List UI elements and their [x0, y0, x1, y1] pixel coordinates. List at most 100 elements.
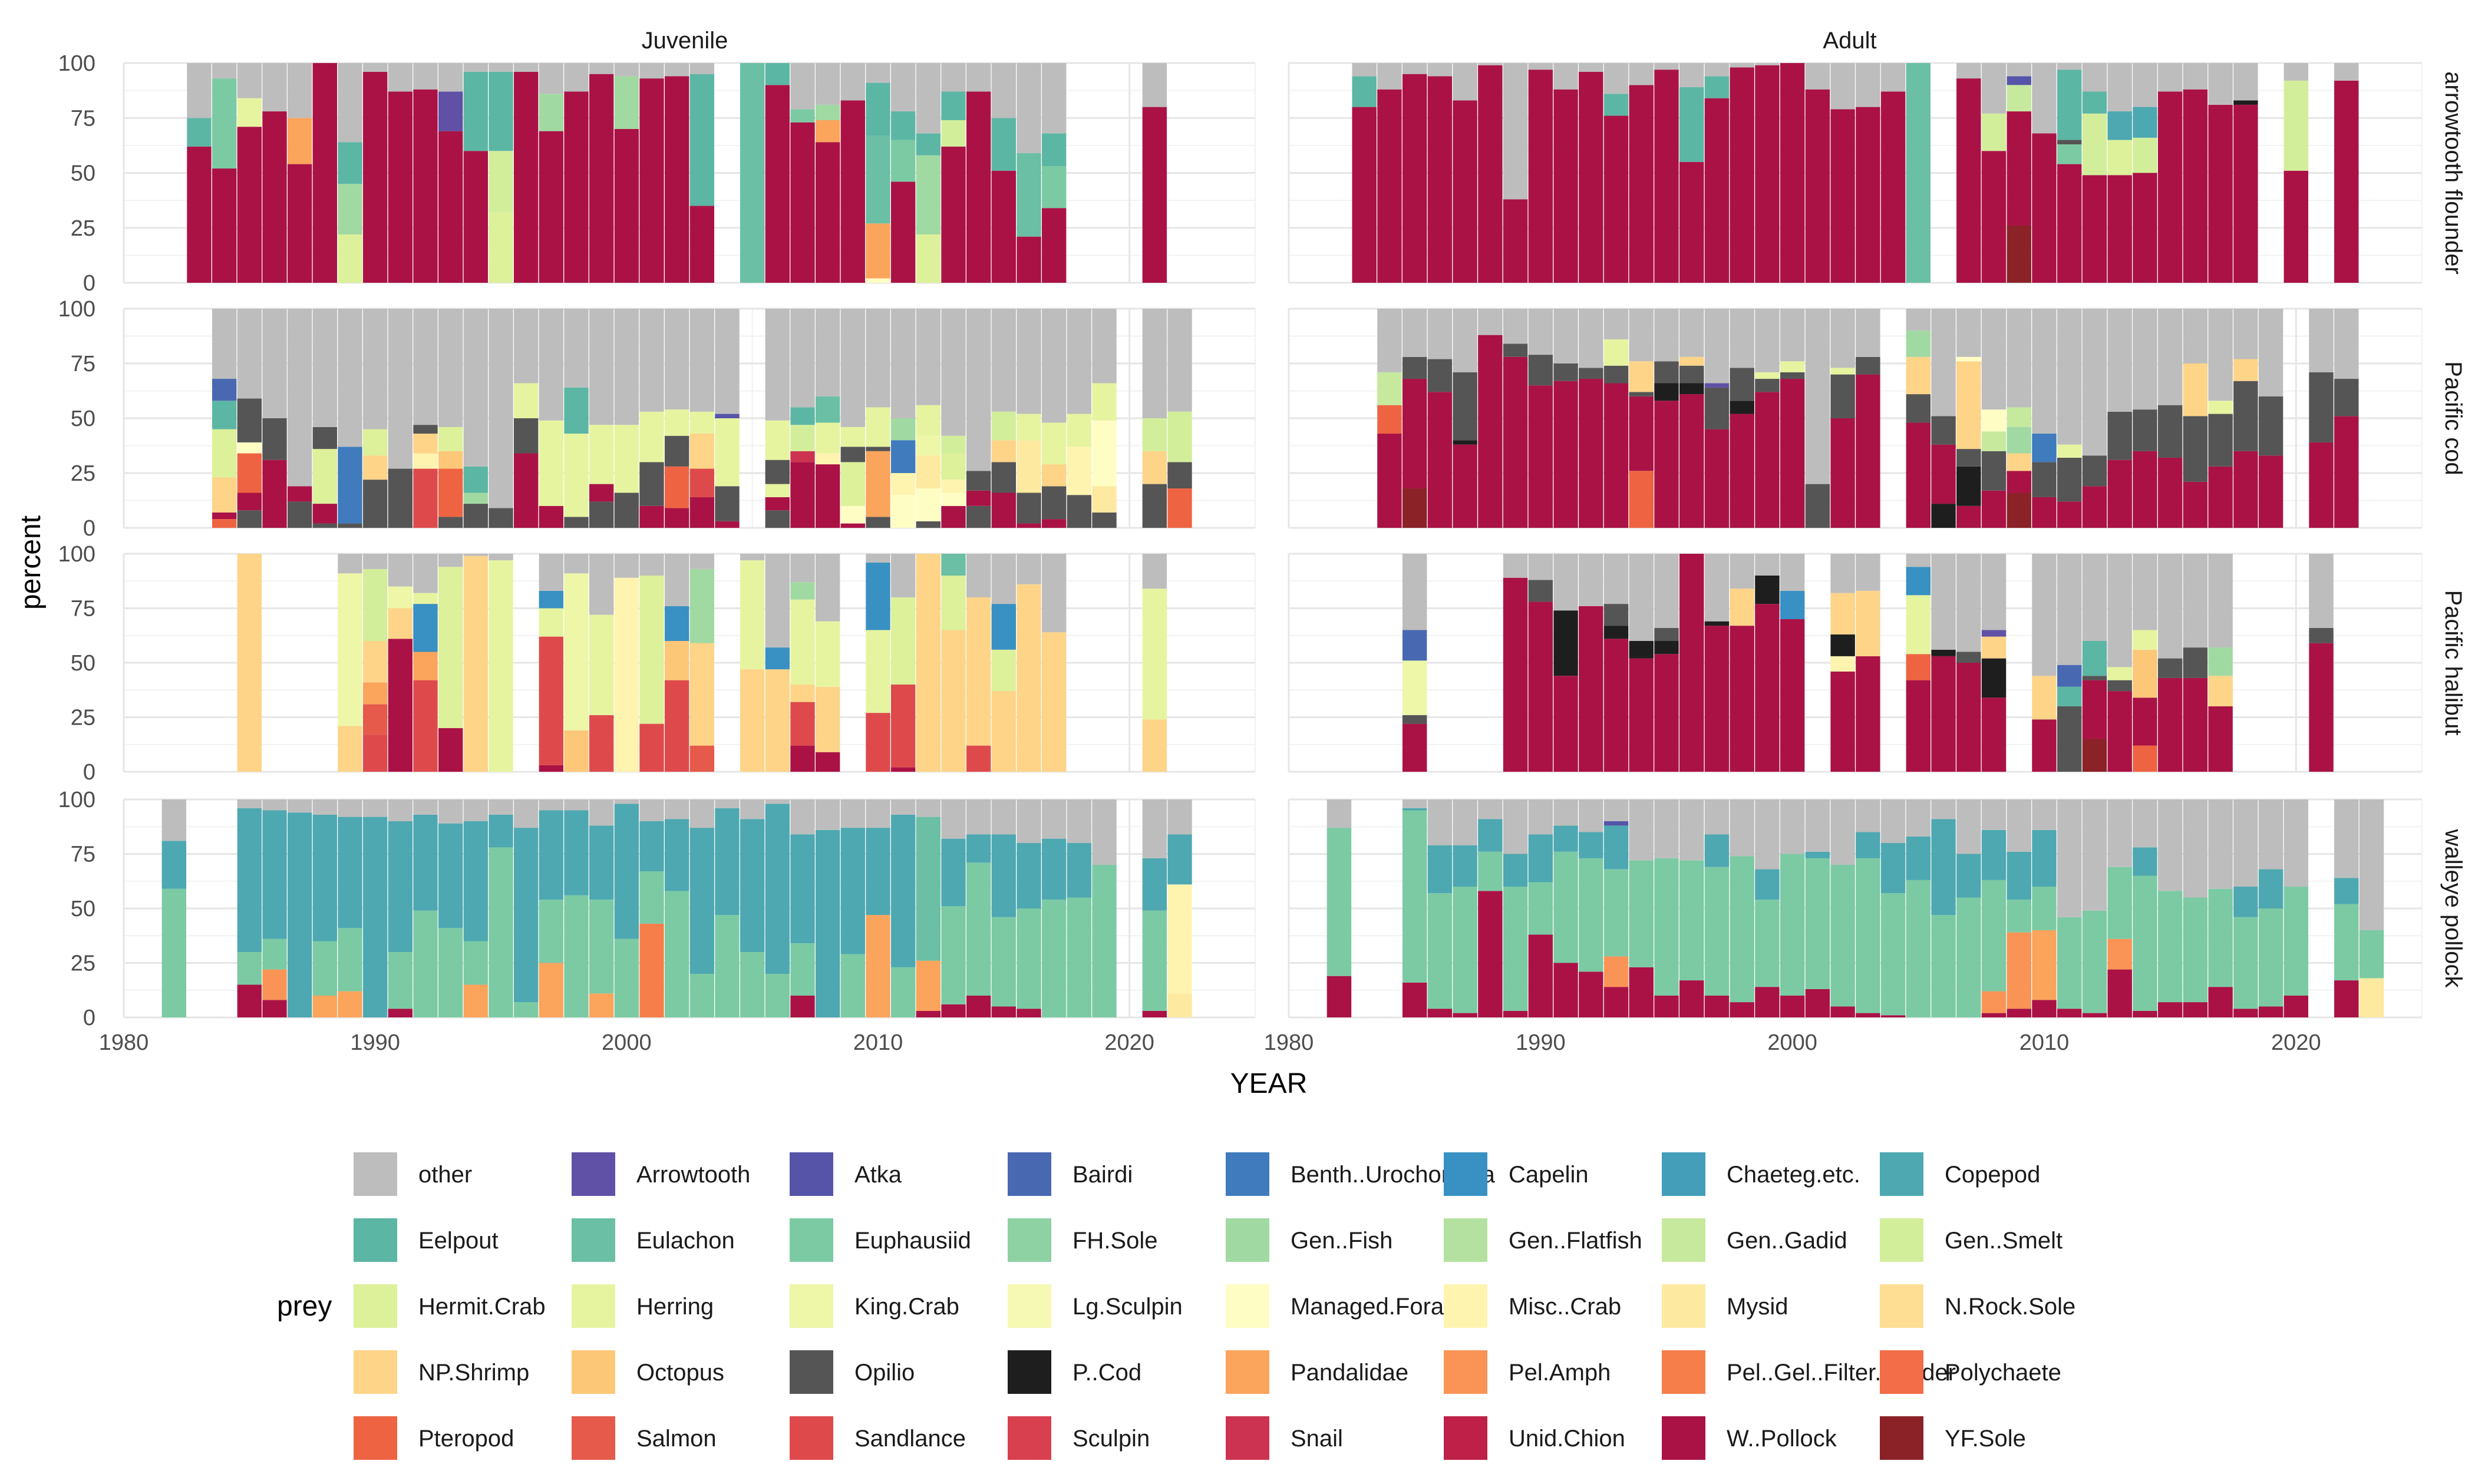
- bar-segment-np-shrimp: [362, 455, 388, 480]
- bar-1982: [161, 799, 187, 1017]
- bar-segment-other: [1830, 554, 1855, 593]
- bar-segment-euphausiid: [1805, 858, 1830, 989]
- bar-segment-other: [689, 309, 715, 412]
- bar-segment-copepod: [1931, 819, 1956, 915]
- bar-segment-opilio: [614, 493, 639, 528]
- bar-segment-mysid: [1092, 486, 1117, 513]
- bar-segment-copepod: [866, 828, 890, 915]
- bar-2010: [866, 63, 890, 283]
- bar-segment-other: [2208, 554, 2233, 648]
- bar-1991: [1553, 309, 1578, 528]
- bar-segment-opilio: [866, 447, 890, 451]
- bar-segment-copepod: [1603, 825, 1629, 870]
- bar-segment-eulachon: [815, 396, 840, 423]
- bar-1990: [1528, 554, 1553, 772]
- bar-segment-copepod: [614, 804, 639, 939]
- bar-segment-w-pollock: [2183, 1002, 2208, 1017]
- bar-segment-w-pollock: [1579, 971, 1603, 1017]
- bar-segment-other: [966, 554, 991, 597]
- bar-segment-eelpout: [689, 74, 715, 206]
- legend-item-capelin: Capelin: [1444, 1152, 1589, 1196]
- bar-segment-other: [413, 554, 438, 593]
- bar-segment-euphausiid: [161, 888, 187, 1017]
- bar-segment-euphausiid: [1755, 900, 1780, 987]
- bar-2018: [1067, 309, 1092, 528]
- bar-segment-other: [815, 63, 840, 105]
- bar-2005: [740, 63, 765, 283]
- bar-2011: [2057, 554, 2082, 772]
- bar-2010: [2032, 309, 2057, 528]
- bar-segment-w-pollock: [2057, 164, 2082, 283]
- bar-1988: [1478, 799, 1503, 1017]
- bar-segment-other: [790, 554, 815, 583]
- bar-2007: [790, 554, 815, 772]
- bar-segment-herring: [866, 630, 890, 713]
- bar-segment-other: [1629, 799, 1654, 861]
- bar-segment-w-pollock: [312, 63, 338, 283]
- bar-segment-euphausiid: [1780, 854, 1805, 996]
- bar-segment-w-pollock: [2283, 996, 2309, 1017]
- bar-segment-opilio: [1956, 652, 1981, 663]
- bar-segment-benth-urochordata: [890, 440, 916, 473]
- bar-segment-np-shrimp: [388, 608, 413, 639]
- bar-segment-other: [2007, 309, 2031, 408]
- bar-segment-euphausiid: [463, 941, 489, 985]
- bar-segment-copepod: [689, 828, 715, 974]
- bar-segment-yf-sole: [2007, 493, 2031, 528]
- bar-segment-copepod: [1755, 869, 1780, 900]
- bar-segment-w-pollock: [1981, 151, 2007, 283]
- bar-segment-pandalidae: [866, 223, 890, 279]
- bar-segment-w-pollock: [1805, 89, 1830, 283]
- bar-segment-w-pollock: [1830, 671, 1855, 772]
- bar-2006: [765, 799, 790, 1017]
- legend-key-eulachon: [572, 1218, 615, 1262]
- bar-2022: [2334, 63, 2359, 283]
- bar-segment-w-pollock: [539, 131, 564, 283]
- legend-key-p-cod: [1008, 1350, 1051, 1394]
- bar-2012: [2082, 63, 2107, 283]
- bar-1995: [489, 63, 513, 283]
- bar-segment-w-pollock: [1830, 418, 1855, 528]
- bar-segment-gen-smelt: [489, 151, 513, 213]
- bar-segment-opilio: [2082, 676, 2107, 680]
- bar-segment-atka: [2007, 76, 2031, 85]
- bar-segment-other: [513, 309, 539, 384]
- bar-segment-herring: [1830, 368, 1855, 375]
- bar-segment-other: [489, 309, 513, 508]
- bar-1999: [589, 554, 614, 772]
- bar-segment-arrowtooth: [1704, 383, 1730, 388]
- bar-segment-euphausiid: [1603, 869, 1629, 957]
- bar-2015: [991, 63, 1017, 283]
- bar-1989: [338, 554, 362, 772]
- bar-2005: [1906, 799, 1931, 1017]
- bar-segment-w-pollock: [2309, 442, 2334, 528]
- bar-segment-w-pollock: [237, 127, 262, 283]
- legend-label-bairdi: Bairdi: [1072, 1162, 1133, 1188]
- panel-arrowtooth-flounder-adult: arrowtooth flounder: [1288, 62, 2466, 284]
- bar-segment-w-pollock: [991, 1006, 1017, 1017]
- bar-1985: [237, 63, 262, 283]
- bar-segment-p-cod: [1956, 466, 1981, 506]
- bar-segment-opilio: [489, 508, 513, 528]
- bar-segment-misc-crab: [1830, 656, 1855, 672]
- bar-1998: [1730, 554, 1754, 772]
- bar-segment-herring: [840, 427, 866, 447]
- bar-segment-w-pollock: [1805, 989, 1830, 1017]
- legend-item-king-crab: King.Crab: [790, 1284, 959, 1328]
- bar-segment-copepod: [991, 834, 1017, 917]
- bar-2020: [2283, 799, 2309, 1017]
- legend-key-arrowtooth: [572, 1152, 615, 1196]
- legend-key-pandalidae: [1226, 1350, 1269, 1394]
- legend-label-gen-flatfish: Gen..Flatfish: [1509, 1228, 1642, 1254]
- bar-segment-w-pollock: [941, 146, 966, 283]
- bar-1998: [564, 554, 589, 772]
- bar-1992: [413, 309, 438, 528]
- bar-segment-other: [1326, 799, 1352, 828]
- bar-2022: [2334, 309, 2359, 528]
- bar-segment-other: [1402, 554, 1427, 630]
- bar-segment-gen-smelt: [1981, 113, 2007, 151]
- bar-2003: [689, 554, 715, 772]
- bar-segment-eelpout: [1352, 76, 1377, 107]
- bar-1993: [1603, 554, 1629, 772]
- bar-segment-herring: [664, 409, 689, 436]
